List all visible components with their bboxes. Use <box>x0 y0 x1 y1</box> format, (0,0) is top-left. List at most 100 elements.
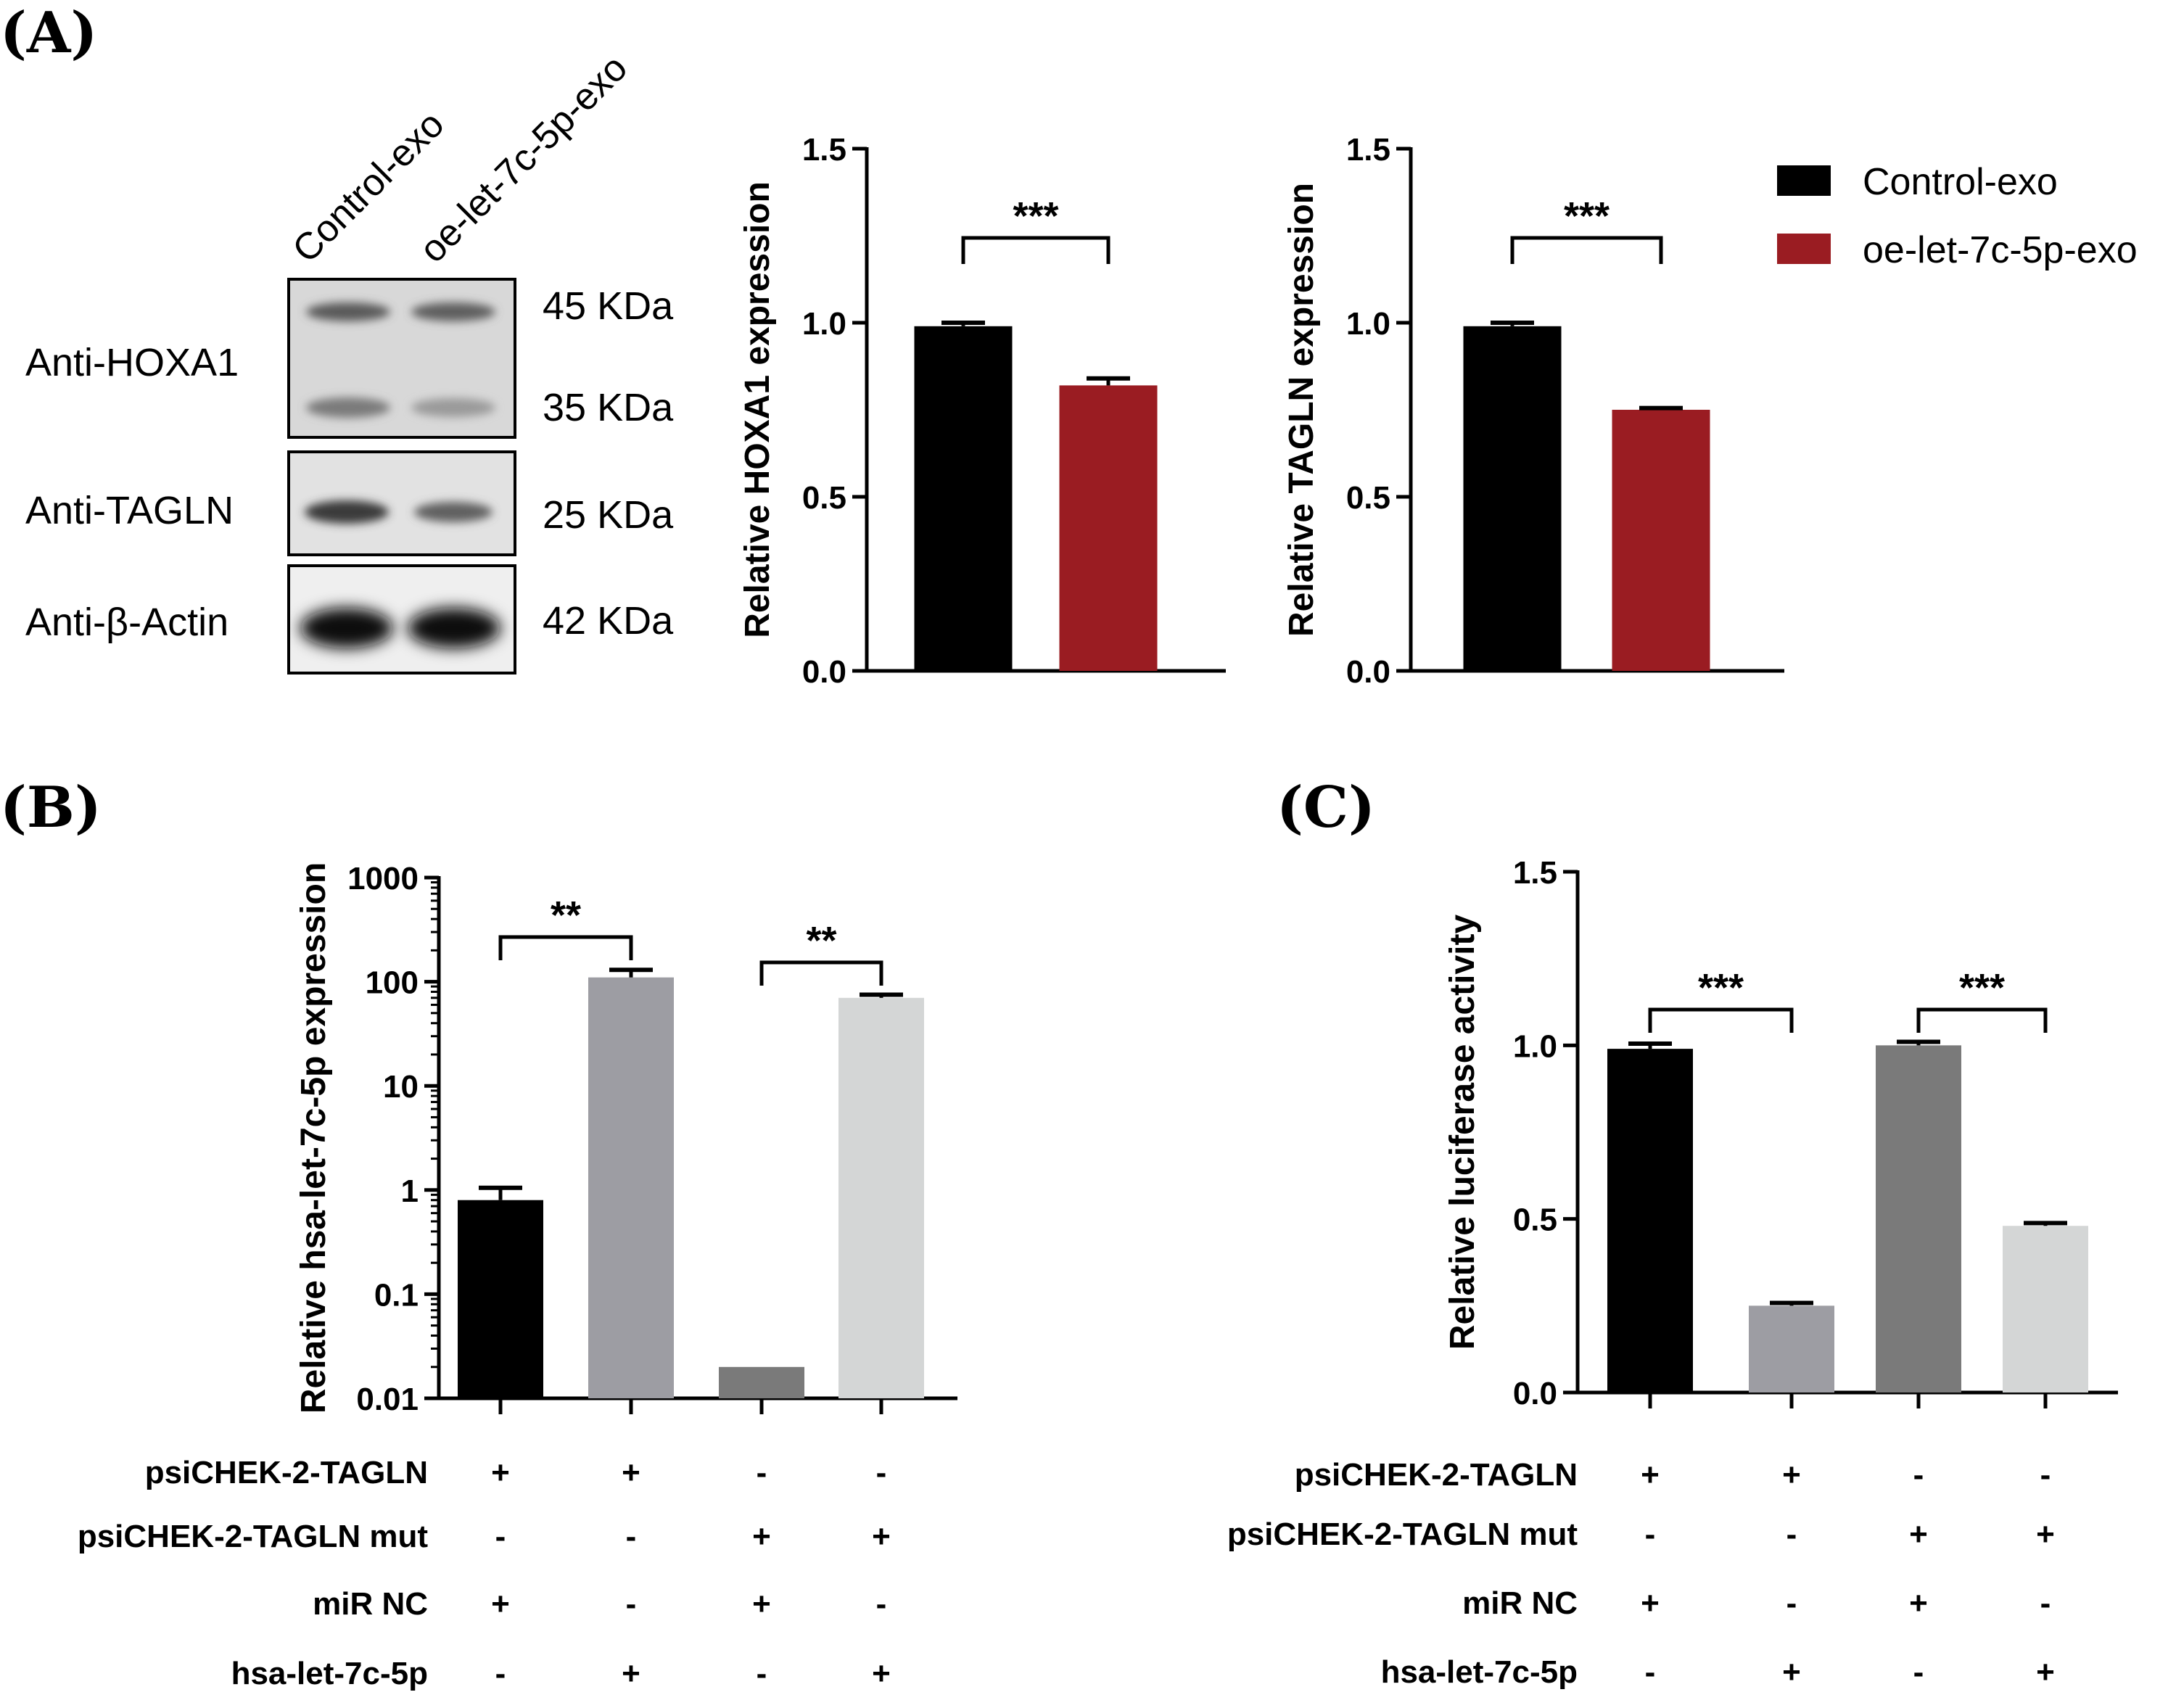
chart-luciferase: 0.0 0.5 1.0 1.5 Relative luciferase activity… <box>1227 855 2118 1690</box>
condition-mark: - <box>876 1455 887 1490</box>
condition-mark: + <box>491 1455 510 1490</box>
condition-mark: - <box>1786 1517 1797 1552</box>
legend-swatch-oe <box>1777 234 1831 264</box>
y-tick-label: 100 <box>366 965 419 1001</box>
condition-mark: + <box>622 1455 640 1490</box>
condition-label: miR NC <box>1462 1585 1578 1621</box>
bar-1 <box>914 326 1013 671</box>
bar-1 <box>1607 1049 1693 1393</box>
y-tick-label: 0.0 <box>802 654 846 690</box>
condition-mark: + <box>1909 1517 1928 1552</box>
condition-label: psiCHEK-2-TAGLN mut <box>1227 1517 1578 1552</box>
chart-hoxa1: 0.0 0.5 1.0 1.5 Relative HOXA1 expression *** <box>738 132 1226 690</box>
significance-label: ** <box>551 894 581 937</box>
condition-mark: - <box>2040 1585 2051 1621</box>
condition-mark: - <box>1913 1457 1924 1493</box>
y-tick-label: 0.01 <box>356 1382 419 1417</box>
y-tick-label: 1000 <box>347 861 419 896</box>
y-tick-label: 0.5 <box>802 480 846 516</box>
y-axis-title: Relative HOXA1 expression <box>738 181 777 638</box>
y-tick-label: 0.5 <box>1513 1202 1557 1238</box>
bar-2 <box>588 977 674 1398</box>
bar-1 <box>1463 326 1562 671</box>
antibody-label-actin: Anti-β-Actin <box>25 601 228 644</box>
condition-mark: + <box>622 1656 640 1691</box>
condition-mark: + <box>1782 1654 1801 1690</box>
antibody-label-hoxa1: Anti-HOXA1 <box>25 341 239 384</box>
condition-label: miR NC <box>313 1586 428 1622</box>
significance-bracket <box>1916 1007 2048 1033</box>
condition-mark: - <box>495 1656 506 1691</box>
significance-bracket <box>961 236 1110 264</box>
chart-mirna: 0.01 0.1 1 10 100 1000 Relative hsa-let-7c-5p … <box>78 861 957 1691</box>
band-tagln-control <box>305 500 389 524</box>
condition-mark: - <box>876 1586 887 1622</box>
y-tick-label: 1.5 <box>802 132 846 168</box>
band-tagln-oe <box>414 502 493 522</box>
condition-mark: + <box>491 1586 510 1622</box>
size-label-35: 35 KDa <box>543 386 674 429</box>
y-tick-label: 0.5 <box>1346 480 1390 516</box>
condition-mark: - <box>757 1656 767 1691</box>
bar-2 <box>1059 385 1158 671</box>
size-label-42: 42 KDa <box>543 599 674 643</box>
significance-label: *** <box>1698 966 1744 1010</box>
band-hoxa1-45-control <box>306 302 390 321</box>
y-tick-label: 10 <box>383 1069 419 1105</box>
y-axis-title: Relative TAGLN expression <box>1282 183 1321 637</box>
legend-label-oe: oe-let-7c-5p-exo <box>1863 229 2138 271</box>
bar-3 <box>1876 1045 1961 1393</box>
bar-2 <box>1749 1305 1834 1393</box>
condition-mark: - <box>1645 1654 1656 1690</box>
bar-3 <box>719 1366 804 1398</box>
condition-mark: - <box>1913 1654 1924 1690</box>
significance-bracket <box>1510 236 1663 264</box>
y-tick-label: 0.0 <box>1513 1376 1557 1411</box>
y-axis-title: Relative hsa-let-7c-5p expression <box>294 862 333 1414</box>
condition-label: psiCHEK-2-TAGLN <box>1295 1457 1578 1493</box>
band-hoxa1-45-oe <box>411 302 495 321</box>
western-blot: Control-exo oe-let-7c-5p-exo Anti-HOXA1 … <box>25 47 674 674</box>
size-label-45: 45 KDa <box>543 284 674 328</box>
condition-label: psiCHEK-2-TAGLN <box>145 1455 428 1490</box>
condition-mark: - <box>1645 1517 1656 1552</box>
y-tick-label: 0.0 <box>1346 654 1390 690</box>
panel-label-a: (A) <box>0 0 97 66</box>
condition-label: hsa-let-7c-5p <box>1381 1654 1578 1690</box>
size-label-25: 25 KDa <box>543 493 674 537</box>
legend: Control-exo oe-let-7c-5p-exo <box>1777 161 2138 271</box>
y-tick-label: 1 <box>401 1173 419 1209</box>
significance-label: *** <box>1013 194 1058 238</box>
bar-2 <box>1612 410 1710 671</box>
condition-mark: - <box>2040 1457 2051 1493</box>
legend-label-control: Control-exo <box>1863 161 2058 203</box>
y-tick-label: 1.5 <box>1346 132 1390 168</box>
panel-label-c: (C) <box>1277 775 1375 841</box>
y-tick-label: 1.0 <box>802 306 846 342</box>
band-hoxa1-35-control <box>306 397 390 418</box>
condition-mark: + <box>1909 1585 1928 1621</box>
condition-mark: + <box>752 1519 771 1554</box>
condition-mark: - <box>626 1519 637 1554</box>
condition-mark: + <box>752 1586 771 1622</box>
band-actin-oe <box>408 608 500 648</box>
antibody-label-tagln: Anti-TAGLN <box>25 489 234 532</box>
bar-4 <box>2003 1226 2088 1393</box>
condition-mark: + <box>1641 1585 1660 1621</box>
condition-mark: + <box>1641 1457 1660 1493</box>
bar-4 <box>838 997 924 1398</box>
chart-tagln: 0.0 0.5 1.0 1.5 Relative TAGLN expression *** <box>1282 132 1784 690</box>
condition-mark: + <box>872 1519 891 1554</box>
y-tick-label: 0.1 <box>374 1277 419 1313</box>
significance-label: ** <box>806 919 836 962</box>
condition-mark: + <box>2036 1517 2055 1552</box>
condition-mark: - <box>495 1519 506 1554</box>
condition-mark: + <box>1782 1457 1801 1493</box>
condition-mark: + <box>2036 1654 2055 1690</box>
significance-bracket <box>1648 1007 1794 1033</box>
lane-label-oe: oe-let-7c-5p-exo <box>411 47 635 271</box>
significance-bracket <box>498 935 633 960</box>
y-axis-title: Relative luciferase activity <box>1443 915 1482 1350</box>
y-tick-label: 1.0 <box>1346 306 1390 342</box>
